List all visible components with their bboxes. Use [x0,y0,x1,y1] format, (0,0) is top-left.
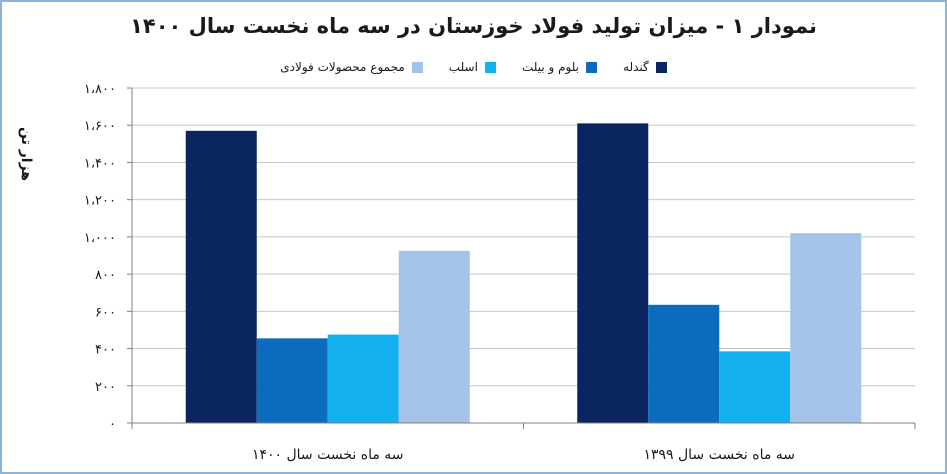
y-tick-label: ۸۰۰ [95,268,116,283]
legend-label: گندله [623,60,649,74]
legend: گندله بلوم و بیلت اسلب مجموع محصولات فول… [2,60,945,74]
bar [790,233,862,423]
y-axis-label: هزار تن [18,126,34,181]
bar [185,130,257,424]
y-tick-label: ۶۰۰ [95,305,116,320]
axes [131,88,916,429]
legend-swatch [411,61,423,73]
bar [398,250,470,423]
y-tick-label: ۴۰۰ [95,343,116,358]
y-tick-label: ۰ [109,417,116,432]
bar [256,338,328,423]
y-tick-label: ۲۰۰ [95,380,116,395]
bar [648,304,720,423]
legend-item-bloom-billet: بلوم و بیلت [521,60,598,74]
bar [577,123,649,423]
y-tick-label: ۱،۶۰۰ [84,119,116,134]
legend-label: مجموع محصولات فولادی [280,60,405,74]
legend-swatch [586,61,598,73]
legend-swatch [655,61,667,73]
bars [185,123,862,424]
x-tick-label: سه ماه نخست سال ۱۴۰۰ [252,447,404,463]
y-tick-labels: ۰ ۲۰۰ ۴۰۰ ۶۰۰ ۸۰۰ ۱،۰۰۰ ۱،۲۰۰ ۱،۴۰۰ ۱،۶۰۰ ۱،۸۰۰ [84,82,116,432]
y-tick-label: ۱،۸۰۰ [84,82,116,97]
legend-label: اسلب [448,60,478,74]
chart-title: نمودار ۱ - میزان تولید فولاد خوزستان در … [130,14,817,38]
x-tick-labels: سه ماه نخست سال ۱۴۰۰ سه ماه نخست سال ۱۳۹۹ [252,447,795,463]
legend-item-slab: اسلب [449,60,496,74]
x-tick-label: سه ماه نخست سال ۱۳۹۹ [643,447,795,463]
legend-item-total-steel: مجموع محصولات فولادی [280,60,423,74]
legend-item-pellet: گندله [623,60,667,74]
y-tick-label: ۱،۴۰۰ [84,156,116,171]
bar [327,334,399,423]
y-tick-label: ۱،۲۰۰ [84,194,116,209]
legend-label: بلوم و بیلت [521,60,580,74]
bar [719,351,791,423]
legend-swatch [484,61,496,73]
y-tick-label: ۱،۰۰۰ [84,231,116,246]
